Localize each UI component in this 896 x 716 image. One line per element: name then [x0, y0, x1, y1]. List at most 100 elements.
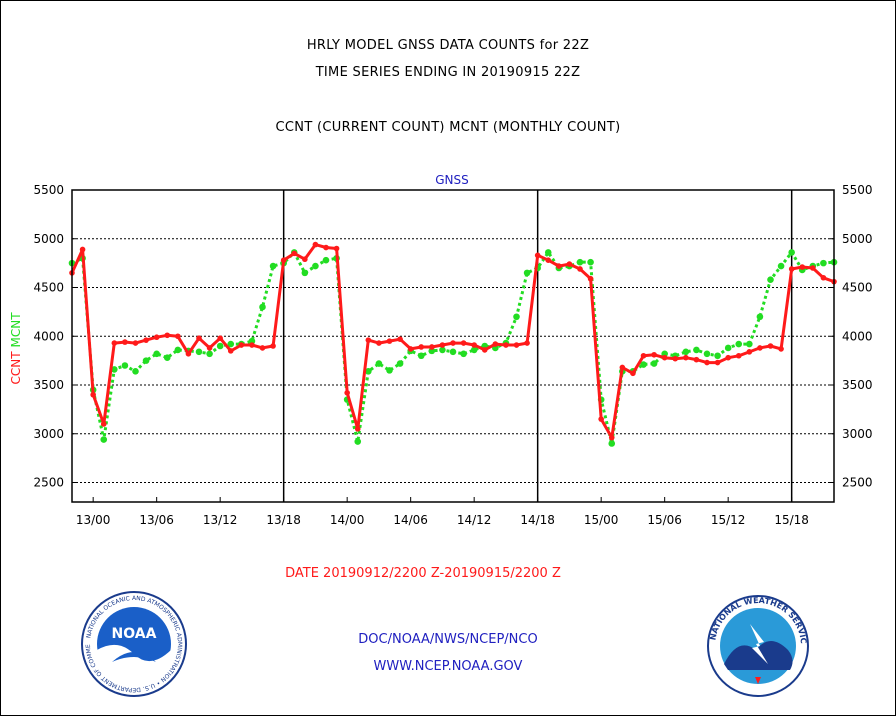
data-point-ccnt [291, 250, 298, 257]
axis-layer: 2500 2500 3000 3000 3500 3500 4000 4000 4500 4500… [33, 183, 872, 527]
data-point-ccnt [619, 364, 626, 371]
data-point-ccnt [524, 340, 530, 346]
x-tick-label: 14/12 [457, 513, 492, 527]
data-point-ccnt [354, 426, 361, 432]
y-tick-label-left: 4500 [33, 281, 64, 295]
data-point-mcnt [756, 313, 764, 321]
data-point-ccnt [143, 337, 149, 343]
data-point-mcnt [767, 276, 774, 284]
data-point-mcnt [777, 262, 785, 270]
data-point-mcnt [322, 256, 330, 264]
data-point-mcnt [788, 249, 795, 256]
x-tick-label: 14/18 [520, 513, 555, 527]
data-point-mcnt [544, 249, 552, 256]
panel-title: GNSS [435, 173, 469, 187]
y-tick-label-right: 5000 [842, 232, 873, 246]
data-point-ccnt [640, 352, 647, 359]
chart-title-line2: TIME SERIES ENDING IN 20190915 22Z [315, 65, 581, 80]
data-point-ccnt [153, 334, 160, 341]
data-point-mcnt [513, 313, 520, 321]
x-tick-label: 15/18 [774, 513, 809, 527]
data-point-mcnt [449, 348, 457, 356]
data-point-mcnt [301, 269, 309, 277]
data-point-ccnt [206, 345, 213, 351]
data-point-mcnt [439, 346, 446, 354]
data-point-ccnt [608, 434, 615, 441]
y-tick-label-right: 3000 [842, 427, 873, 441]
noaa-logo: NOAA NATIONAL OCEANIC AND ATMOSPHERIC AD… [81, 591, 187, 697]
x-tick-label: 15/12 [711, 513, 746, 527]
data-point-ccnt [312, 241, 319, 248]
x-tick-label: 13/00 [76, 513, 111, 527]
y-tick-label-left: 3000 [33, 427, 64, 441]
chart-title-line1: HRLY MODEL GNSS DATA COUNTS for 22Z [306, 38, 590, 53]
data-point-ccnt [725, 354, 731, 361]
data-point-ccnt [376, 340, 382, 346]
data-point-ccnt [704, 359, 710, 366]
data-point-mcnt [100, 436, 108, 443]
data-point-ccnt [492, 341, 499, 347]
data-point-ccnt [566, 261, 573, 267]
data-point-ccnt [460, 340, 467, 346]
data-point-ccnt [79, 246, 86, 253]
ylabel-ccnt: CCNT [9, 351, 23, 385]
x-tick-label: 15/06 [647, 513, 682, 527]
data-point-mcnt [746, 340, 753, 348]
y-tick-label-right: 2500 [842, 476, 873, 490]
footer-url[interactable]: WWW.NCEP.NOAA.GOV [373, 659, 523, 674]
data-point-ccnt [259, 345, 266, 351]
data-point-ccnt [556, 263, 562, 269]
data-point-mcnt [650, 360, 658, 367]
data-point-ccnt [249, 342, 255, 348]
data-point-mcnt [460, 350, 467, 358]
data-point-ccnt [587, 275, 594, 282]
data-point-ccnt [651, 351, 657, 358]
x-tick-label: 14/06 [393, 513, 428, 527]
data-point-mcnt [523, 269, 531, 277]
data-point-ccnt [471, 342, 477, 348]
data-point-ccnt [810, 265, 816, 271]
data-point-mcnt [682, 348, 690, 356]
data-point-ccnt [407, 346, 414, 352]
y-tick-label-left: 3500 [33, 378, 64, 392]
y-tick-label-right: 4500 [842, 281, 873, 295]
data-point-ccnt [799, 264, 806, 270]
data-point-mcnt [227, 340, 235, 348]
data-point-ccnt [418, 344, 425, 350]
data-point-ccnt [598, 416, 604, 422]
data-point-mcnt [417, 352, 425, 360]
y-tick-label-left: 5500 [33, 183, 64, 197]
data-point-ccnt [534, 252, 541, 259]
plot-border [71, 189, 835, 503]
data-point-ccnt [397, 336, 403, 342]
data-point-ccnt [122, 339, 128, 345]
data-point-mcnt [724, 344, 732, 352]
data-point-mcnt [163, 354, 171, 362]
data-point-ccnt [672, 355, 679, 362]
data-point-mcnt [312, 262, 319, 270]
data-point-ccnt [481, 347, 488, 353]
data-point-ccnt [365, 337, 372, 343]
series-layer [68, 241, 838, 447]
y-tick-label-left: 4000 [33, 329, 64, 343]
data-point-mcnt [195, 348, 203, 356]
data-point-ccnt [90, 391, 96, 398]
data-point-mcnt [608, 440, 616, 447]
data-point-mcnt [121, 362, 129, 369]
x-tick-label: 13/18 [266, 513, 301, 527]
data-point-ccnt [100, 421, 107, 427]
data-point-ccnt [280, 257, 287, 264]
data-point-mcnt [111, 366, 118, 373]
data-point-ccnt [439, 342, 446, 348]
data-point-mcnt [365, 368, 372, 375]
data-point-ccnt [302, 256, 308, 263]
data-point-ccnt [323, 244, 329, 251]
data-point-mcnt [386, 367, 393, 374]
data-point-ccnt [185, 351, 192, 357]
data-point-ccnt [164, 332, 171, 339]
data-point-ccnt [450, 340, 456, 346]
data-point-ccnt [175, 333, 181, 340]
y-tick-label-left: 5000 [33, 232, 64, 246]
data-point-ccnt [757, 345, 763, 351]
